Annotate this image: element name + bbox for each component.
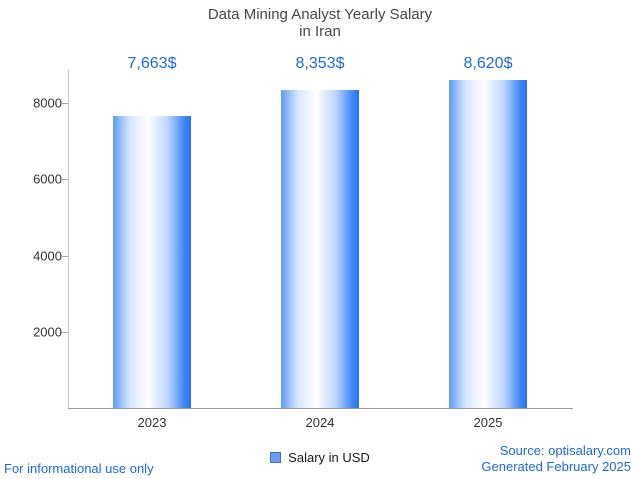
y-tick-label: 8000	[33, 95, 62, 111]
bar-value-label: 8,620$	[463, 55, 513, 72]
y-tick-label: 2000	[33, 324, 62, 340]
bar-2024	[281, 89, 359, 408]
y-tick-mark	[61, 255, 68, 257]
x-axis-label: 2025	[473, 415, 503, 430]
x-axis-line	[68, 408, 573, 409]
chart-title: Data Mining Analyst Yearly Salary in Ira…	[68, 6, 572, 40]
disclaimer-text: For informational use only	[4, 461, 154, 476]
bar-value-label: 8,353$	[295, 55, 345, 72]
y-tick-mark	[61, 103, 68, 105]
footer-right: Source: optisalary.com Generated Februar…	[481, 443, 631, 475]
x-axis-label: 2024	[305, 415, 335, 430]
x-axis-label: 2023	[137, 415, 167, 430]
bar-2023	[113, 115, 191, 408]
source-link[interactable]: Source: optisalary.com	[499, 443, 631, 458]
y-tick-label: 4000	[33, 248, 62, 264]
y-tick-label: 6000	[33, 171, 62, 187]
y-axis-line	[68, 70, 69, 409]
generated-date: Generated February 2025	[481, 459, 631, 474]
y-tick-mark	[61, 179, 68, 181]
bar-2025	[449, 79, 527, 408]
chart-title-line2: in Iran	[299, 23, 341, 40]
y-tick-mark	[61, 331, 68, 333]
legend-label: Salary in USD	[288, 450, 370, 465]
chart-legend: Salary in USD	[68, 450, 572, 465]
legend-swatch-icon	[270, 452, 282, 463]
bar-value-label: 7,663$	[127, 55, 177, 72]
chart-title-line1: Data Mining Analyst Yearly Salary	[207, 6, 433, 23]
